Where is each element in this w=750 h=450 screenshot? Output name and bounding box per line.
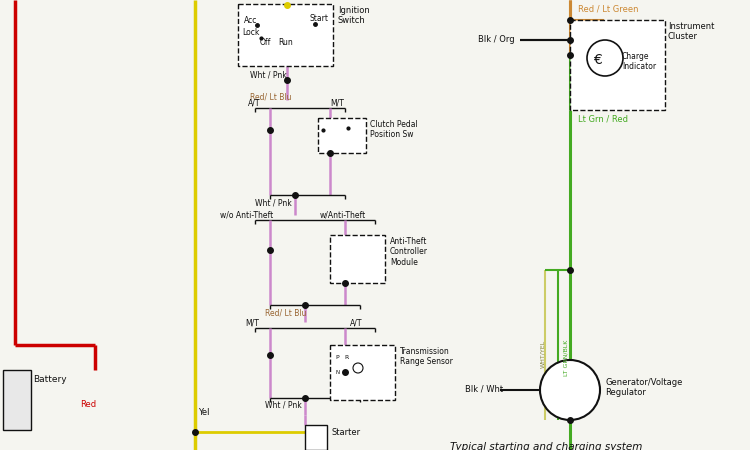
Text: LT GRN/BLK: LT GRN/BLK: [563, 340, 568, 376]
Text: Generator/Voltage
Regulator: Generator/Voltage Regulator: [605, 378, 682, 397]
Circle shape: [540, 360, 600, 420]
Text: R: R: [344, 355, 348, 360]
Text: Starter: Starter: [332, 428, 362, 437]
Text: N: N: [335, 370, 339, 375]
Bar: [570, 20, 665, 110]
Text: €: €: [592, 53, 602, 67]
Text: Typical starting and charging system: Typical starting and charging system: [450, 442, 642, 450]
Bar: [330, 235, 385, 283]
Text: Yel: Yel: [198, 408, 209, 417]
Bar: [318, 118, 366, 153]
Text: Red/ Lt Blu: Red/ Lt Blu: [265, 308, 307, 317]
Text: Wht / Pnk: Wht / Pnk: [265, 401, 302, 410]
Text: Lock: Lock: [242, 28, 260, 37]
Text: Battery: Battery: [33, 375, 67, 384]
Text: Off: Off: [260, 38, 272, 47]
Text: Acc: Acc: [244, 16, 257, 25]
Text: Run: Run: [278, 38, 292, 47]
Text: M/T: M/T: [330, 98, 344, 107]
Text: P: P: [335, 355, 339, 360]
Bar: [330, 345, 395, 400]
Text: Wht / Pnk: Wht / Pnk: [255, 198, 292, 207]
Text: Start: Start: [310, 14, 329, 23]
Text: Lt Grn / Red: Lt Grn / Red: [578, 115, 628, 124]
Text: Blk / Wht: Blk / Wht: [465, 385, 503, 394]
Circle shape: [353, 363, 363, 373]
Text: Anti-Theft
Controller
Module: Anti-Theft Controller Module: [390, 237, 428, 267]
Text: Instrument
Cluster: Instrument Cluster: [668, 22, 714, 41]
Text: Red/ Lt Blu: Red/ Lt Blu: [250, 92, 292, 101]
Text: Red / Lt Green: Red / Lt Green: [578, 4, 638, 13]
Text: Clutch Pedal
Position Sw: Clutch Pedal Position Sw: [370, 120, 418, 140]
Text: M/T: M/T: [245, 318, 259, 327]
Text: A/T: A/T: [350, 318, 362, 327]
Text: WHT/YEL: WHT/YEL: [541, 340, 545, 368]
Text: A/T: A/T: [248, 98, 260, 107]
Text: Red: Red: [80, 400, 96, 409]
Text: Transmission
Range Sensor: Transmission Range Sensor: [400, 347, 453, 366]
Text: Ignition
Switch: Ignition Switch: [338, 6, 370, 25]
Text: Wht / Pnk: Wht / Pnk: [250, 70, 286, 79]
Text: w/o Anti-Theft: w/o Anti-Theft: [220, 210, 273, 219]
Circle shape: [587, 40, 623, 76]
Bar: [238, 4, 333, 66]
Bar: [305, 425, 327, 450]
Bar: [3, 370, 31, 430]
Text: Charge
Indicator: Charge Indicator: [622, 52, 656, 72]
Text: Blk / Org: Blk / Org: [478, 35, 514, 44]
Text: w/Anti-Theft: w/Anti-Theft: [320, 210, 366, 219]
